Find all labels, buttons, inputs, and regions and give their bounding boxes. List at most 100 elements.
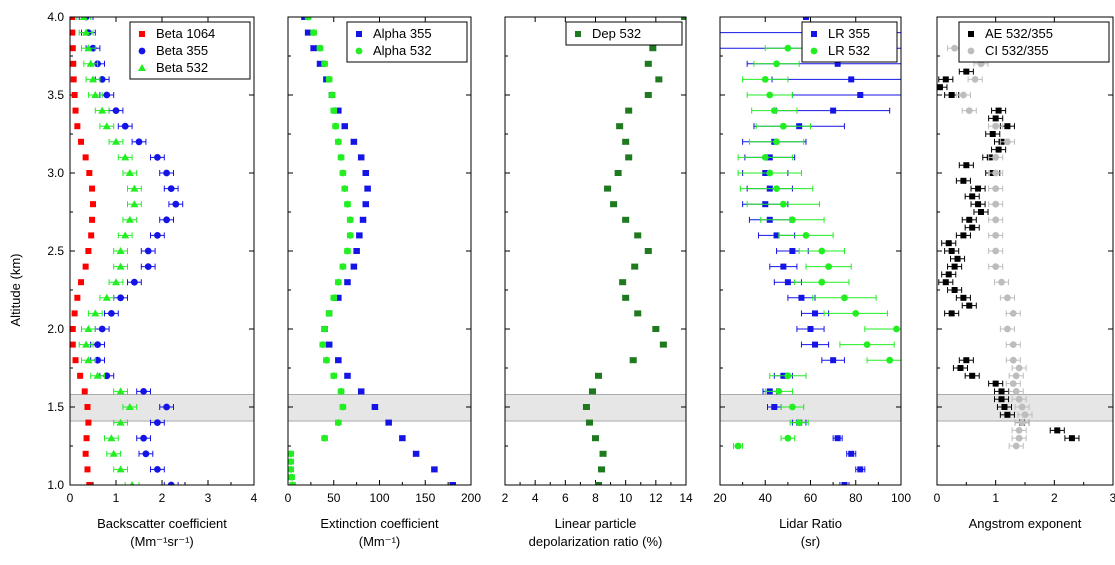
data-point <box>339 403 347 411</box>
data-point <box>102 122 111 130</box>
x-tick-label: 6 <box>562 491 569 505</box>
data-point <box>334 138 342 146</box>
data-point <box>975 185 982 192</box>
shaded-band-panel-3 <box>504 394 687 422</box>
data-point <box>655 76 662 83</box>
data-point <box>85 419 92 426</box>
data-point <box>78 138 85 145</box>
data-point <box>71 310 78 317</box>
plot-frame <box>287 16 472 486</box>
data-point <box>773 138 780 146</box>
y-tick-label: 1.0 <box>47 478 64 492</box>
data-point <box>660 341 667 348</box>
data-point <box>1021 411 1029 419</box>
x-axis-label: Linear particle <box>555 516 637 531</box>
data-point <box>992 185 1000 193</box>
x-tick-label: 2 <box>1051 491 1058 505</box>
data-point <box>98 76 106 83</box>
data-point <box>586 419 593 426</box>
data-point <box>344 200 351 208</box>
data-point <box>82 263 89 270</box>
data-point <box>98 325 106 333</box>
data-point <box>335 357 342 364</box>
data-point <box>108 310 115 317</box>
data-point <box>969 193 976 200</box>
data-point <box>129 481 135 485</box>
data-point <box>886 356 894 364</box>
x-tick-label: 80 <box>849 491 863 505</box>
data-point <box>154 419 161 426</box>
data-point <box>779 200 787 208</box>
data-point <box>77 372 84 379</box>
x-tick-label: 0 <box>285 491 292 505</box>
data-point <box>1015 395 1023 403</box>
data-point <box>998 388 1005 395</box>
data-point <box>784 44 792 52</box>
data-point <box>321 325 328 333</box>
data-point <box>761 154 769 161</box>
series-group <box>582 17 686 485</box>
x-axis-label-units: (Mm⁻¹) <box>359 534 401 549</box>
x-axis-label-units: (sr) <box>801 534 821 549</box>
legend-label: Alpha 355 <box>373 26 432 41</box>
data-point <box>89 75 97 83</box>
data-point <box>798 294 805 301</box>
data-point <box>70 60 77 67</box>
data-point <box>86 170 93 176</box>
y-tick-label: 1.5 <box>47 400 64 414</box>
data-point <box>116 418 125 426</box>
data-point <box>86 482 93 485</box>
x-axis-label: Lidar Ratio <box>779 516 842 531</box>
data-point <box>301 17 308 20</box>
data-point <box>360 216 367 223</box>
data-point <box>325 310 333 317</box>
legend: Alpha 355 Alpha 532 <box>346 21 468 63</box>
data-point <box>90 201 96 208</box>
data-point <box>93 371 102 379</box>
legend-marker <box>138 64 146 71</box>
x-tick-label: 60 <box>804 491 818 505</box>
data-point <box>965 107 973 114</box>
legend: LR 355 LR 532 <box>801 21 898 63</box>
data-point <box>951 44 958 52</box>
x-tick-label: 2 <box>159 491 166 505</box>
data-point <box>310 45 317 52</box>
data-point <box>789 216 796 224</box>
data-point <box>89 216 96 223</box>
data-point <box>1001 404 1008 410</box>
data-point <box>84 466 91 473</box>
panel-5: 0 1 2 3 AE 532/355 CI 532/355 Angstrom exponen… <box>934 16 1115 531</box>
legend-box <box>801 21 898 63</box>
x-tick-label: 100 <box>891 491 911 505</box>
x-tick-label: 3 <box>1110 491 1115 505</box>
data-point <box>288 466 295 473</box>
data-point <box>310 29 318 36</box>
data-point <box>598 466 605 473</box>
data-point <box>992 154 1000 161</box>
y-axis-label: Altitude (km) <box>8 254 23 327</box>
data-point <box>784 279 791 286</box>
x-axis-label: Angstrom exponent <box>969 516 1082 531</box>
data-point <box>995 146 1002 153</box>
data-point <box>116 465 125 473</box>
data-point <box>84 356 93 364</box>
data-point <box>625 154 632 161</box>
data-point <box>107 434 116 442</box>
x-tick-label: 0 <box>67 491 74 505</box>
y-tick-label: 3.0 <box>47 166 64 180</box>
legend: Dep 532 <box>565 21 683 46</box>
shaded-altitude-band <box>69 394 1114 422</box>
data-point <box>167 185 175 193</box>
data-point <box>1068 435 1075 442</box>
data-point <box>825 263 832 270</box>
data-point <box>330 107 338 114</box>
data-point <box>812 341 819 348</box>
data-point <box>592 435 599 442</box>
data-point <box>1012 388 1020 395</box>
data-point <box>969 372 976 379</box>
series-group <box>288 17 456 485</box>
x-tick-label: 8 <box>592 491 599 505</box>
data-point <box>960 91 967 99</box>
data-point <box>773 232 780 239</box>
